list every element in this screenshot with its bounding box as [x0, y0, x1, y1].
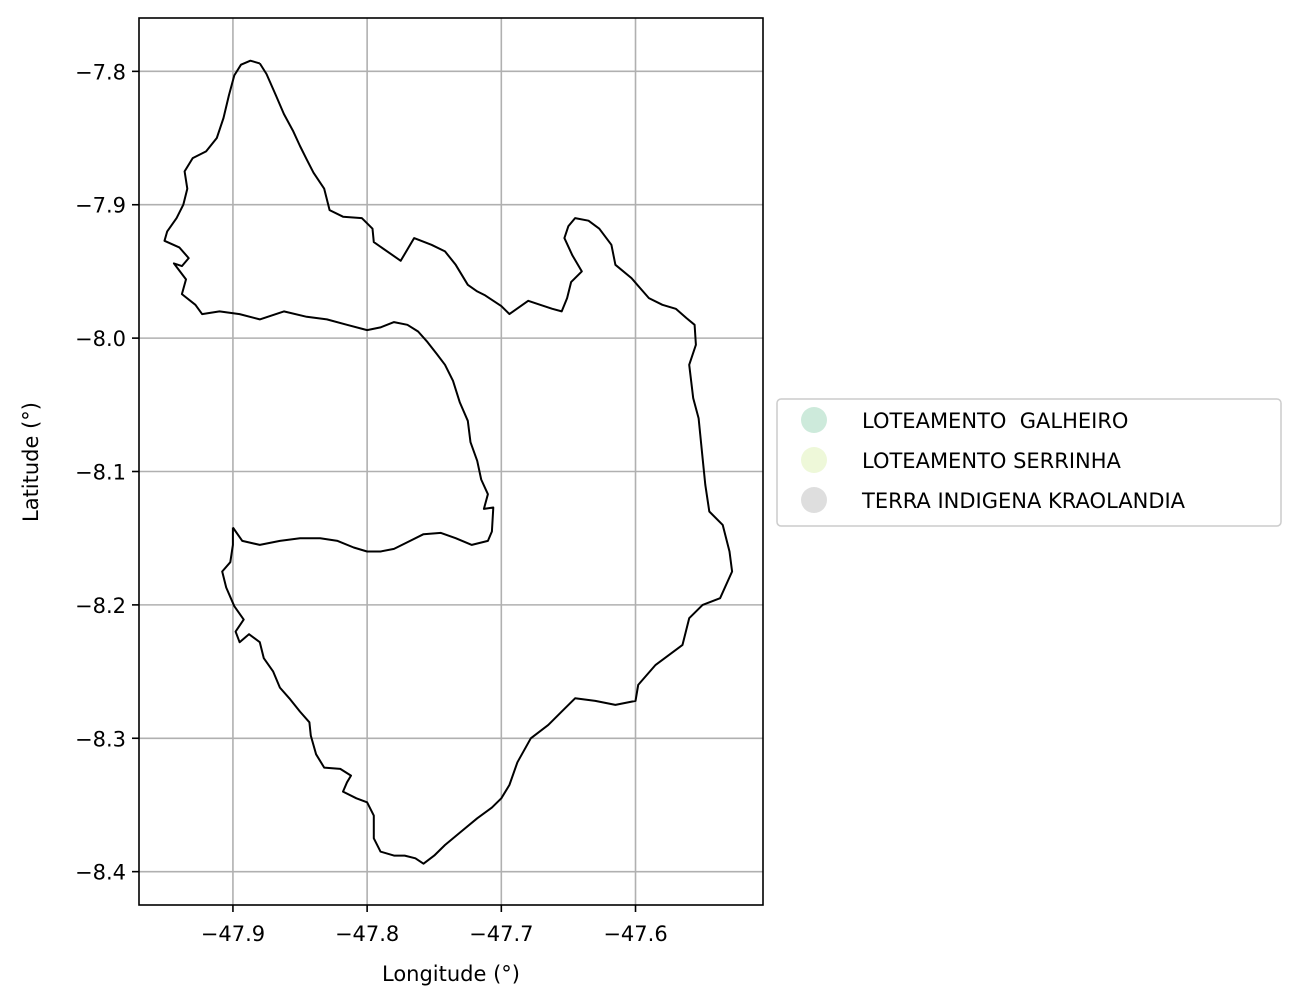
- y-tick-label-3: −8.1: [75, 461, 126, 485]
- plot-area: −47.9 −47.8 −47.7 −47.6 −7.8 −7.9 −8.0 −8.1 −8.2…: [75, 17, 764, 946]
- y-tick-label-1: −7.9: [75, 194, 126, 218]
- legend-marker-kraolandia: [801, 487, 827, 513]
- legend-marker-galheiro: [801, 407, 827, 433]
- legend-label-serrinha: LOTEAMENTO SERRINHA: [862, 449, 1122, 473]
- y-tick-label-4: −8.2: [75, 594, 126, 618]
- y-tick-label-5: −8.3: [75, 727, 126, 751]
- axes-frame: [138, 17, 764, 906]
- y-axis-label: Latitude (°): [19, 402, 43, 522]
- y-tick-label-0: −7.8: [75, 60, 126, 84]
- x-axis-label: Longitude (°): [382, 962, 520, 986]
- legend-frame: [776, 398, 1282, 527]
- legend-label-kraolandia: TERRA INDIGENA KRAOLANDIA: [861, 489, 1186, 513]
- legend: LOTEAMENTO GALHEIRO LOTEAMENTO SERRINHA …: [776, 398, 1282, 527]
- x-tick-label-2: −47.7: [469, 922, 533, 946]
- legend-marker-serrinha: [801, 447, 827, 473]
- x-tick-label-1: −47.8: [335, 922, 399, 946]
- legend-label-galheiro: LOTEAMENTO GALHEIRO: [862, 409, 1128, 433]
- boundaries: [163, 59, 734, 865]
- y-tick-label-6: −8.4: [75, 861, 126, 885]
- boundary-main-boundary: [221, 62, 734, 865]
- y-tick-label-2: −8.0: [75, 327, 126, 351]
- boundary-north-region: [163, 59, 495, 553]
- x-tick-label-3: −47.6: [603, 922, 667, 946]
- x-tick-label-0: −47.9: [201, 922, 265, 946]
